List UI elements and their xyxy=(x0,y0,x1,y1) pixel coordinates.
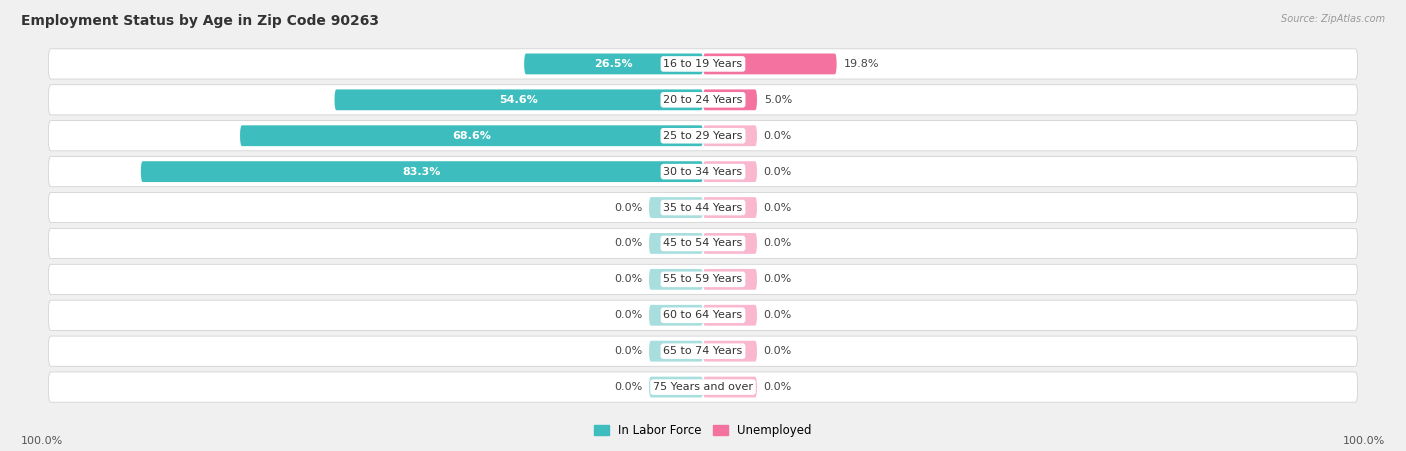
FancyBboxPatch shape xyxy=(335,89,703,110)
FancyBboxPatch shape xyxy=(703,89,756,110)
FancyBboxPatch shape xyxy=(703,54,837,74)
Text: 0.0%: 0.0% xyxy=(614,239,643,249)
FancyBboxPatch shape xyxy=(650,197,703,218)
Text: 60 to 64 Years: 60 to 64 Years xyxy=(664,310,742,320)
FancyBboxPatch shape xyxy=(650,377,703,397)
Text: 0.0%: 0.0% xyxy=(614,346,643,356)
FancyBboxPatch shape xyxy=(703,233,756,254)
Text: 16 to 19 Years: 16 to 19 Years xyxy=(664,59,742,69)
Text: 75 Years and over: 75 Years and over xyxy=(652,382,754,392)
Text: 0.0%: 0.0% xyxy=(763,131,792,141)
FancyBboxPatch shape xyxy=(650,233,703,254)
FancyBboxPatch shape xyxy=(650,305,703,326)
Text: 65 to 74 Years: 65 to 74 Years xyxy=(664,346,742,356)
FancyBboxPatch shape xyxy=(48,300,1358,330)
Text: 100.0%: 100.0% xyxy=(1343,437,1385,446)
Text: 83.3%: 83.3% xyxy=(402,166,441,177)
FancyBboxPatch shape xyxy=(703,161,756,182)
FancyBboxPatch shape xyxy=(703,125,756,146)
Text: 0.0%: 0.0% xyxy=(763,310,792,320)
FancyBboxPatch shape xyxy=(703,341,756,362)
Text: 25 to 29 Years: 25 to 29 Years xyxy=(664,131,742,141)
Text: 19.8%: 19.8% xyxy=(844,59,879,69)
Text: 0.0%: 0.0% xyxy=(763,239,792,249)
Text: Source: ZipAtlas.com: Source: ZipAtlas.com xyxy=(1281,14,1385,23)
Text: 26.5%: 26.5% xyxy=(595,59,633,69)
FancyBboxPatch shape xyxy=(240,125,703,146)
FancyBboxPatch shape xyxy=(703,197,756,218)
Text: 45 to 54 Years: 45 to 54 Years xyxy=(664,239,742,249)
FancyBboxPatch shape xyxy=(48,193,1358,223)
Text: 0.0%: 0.0% xyxy=(763,166,792,177)
Text: 0.0%: 0.0% xyxy=(763,382,792,392)
Text: 0.0%: 0.0% xyxy=(763,274,792,285)
FancyBboxPatch shape xyxy=(703,269,756,290)
Text: 5.0%: 5.0% xyxy=(763,95,792,105)
FancyBboxPatch shape xyxy=(48,121,1358,151)
Text: 0.0%: 0.0% xyxy=(763,346,792,356)
FancyBboxPatch shape xyxy=(703,305,756,326)
Legend: In Labor Force, Unemployed: In Labor Force, Unemployed xyxy=(589,419,817,442)
Text: 35 to 44 Years: 35 to 44 Years xyxy=(664,202,742,212)
Text: 0.0%: 0.0% xyxy=(763,202,792,212)
Text: 0.0%: 0.0% xyxy=(614,382,643,392)
FancyBboxPatch shape xyxy=(48,156,1358,187)
Text: 54.6%: 54.6% xyxy=(499,95,538,105)
Text: 55 to 59 Years: 55 to 59 Years xyxy=(664,274,742,285)
Text: 0.0%: 0.0% xyxy=(614,202,643,212)
FancyBboxPatch shape xyxy=(703,377,756,397)
FancyBboxPatch shape xyxy=(650,269,703,290)
Text: Employment Status by Age in Zip Code 90263: Employment Status by Age in Zip Code 902… xyxy=(21,14,380,28)
Text: 0.0%: 0.0% xyxy=(614,274,643,285)
FancyBboxPatch shape xyxy=(650,341,703,362)
FancyBboxPatch shape xyxy=(48,336,1358,366)
FancyBboxPatch shape xyxy=(48,264,1358,295)
FancyBboxPatch shape xyxy=(48,49,1358,79)
Text: 100.0%: 100.0% xyxy=(21,437,63,446)
FancyBboxPatch shape xyxy=(48,85,1358,115)
FancyBboxPatch shape xyxy=(524,54,703,74)
FancyBboxPatch shape xyxy=(48,228,1358,258)
Text: 30 to 34 Years: 30 to 34 Years xyxy=(664,166,742,177)
FancyBboxPatch shape xyxy=(141,161,703,182)
Text: 20 to 24 Years: 20 to 24 Years xyxy=(664,95,742,105)
Text: 0.0%: 0.0% xyxy=(614,310,643,320)
FancyBboxPatch shape xyxy=(48,372,1358,402)
Text: 68.6%: 68.6% xyxy=(453,131,491,141)
